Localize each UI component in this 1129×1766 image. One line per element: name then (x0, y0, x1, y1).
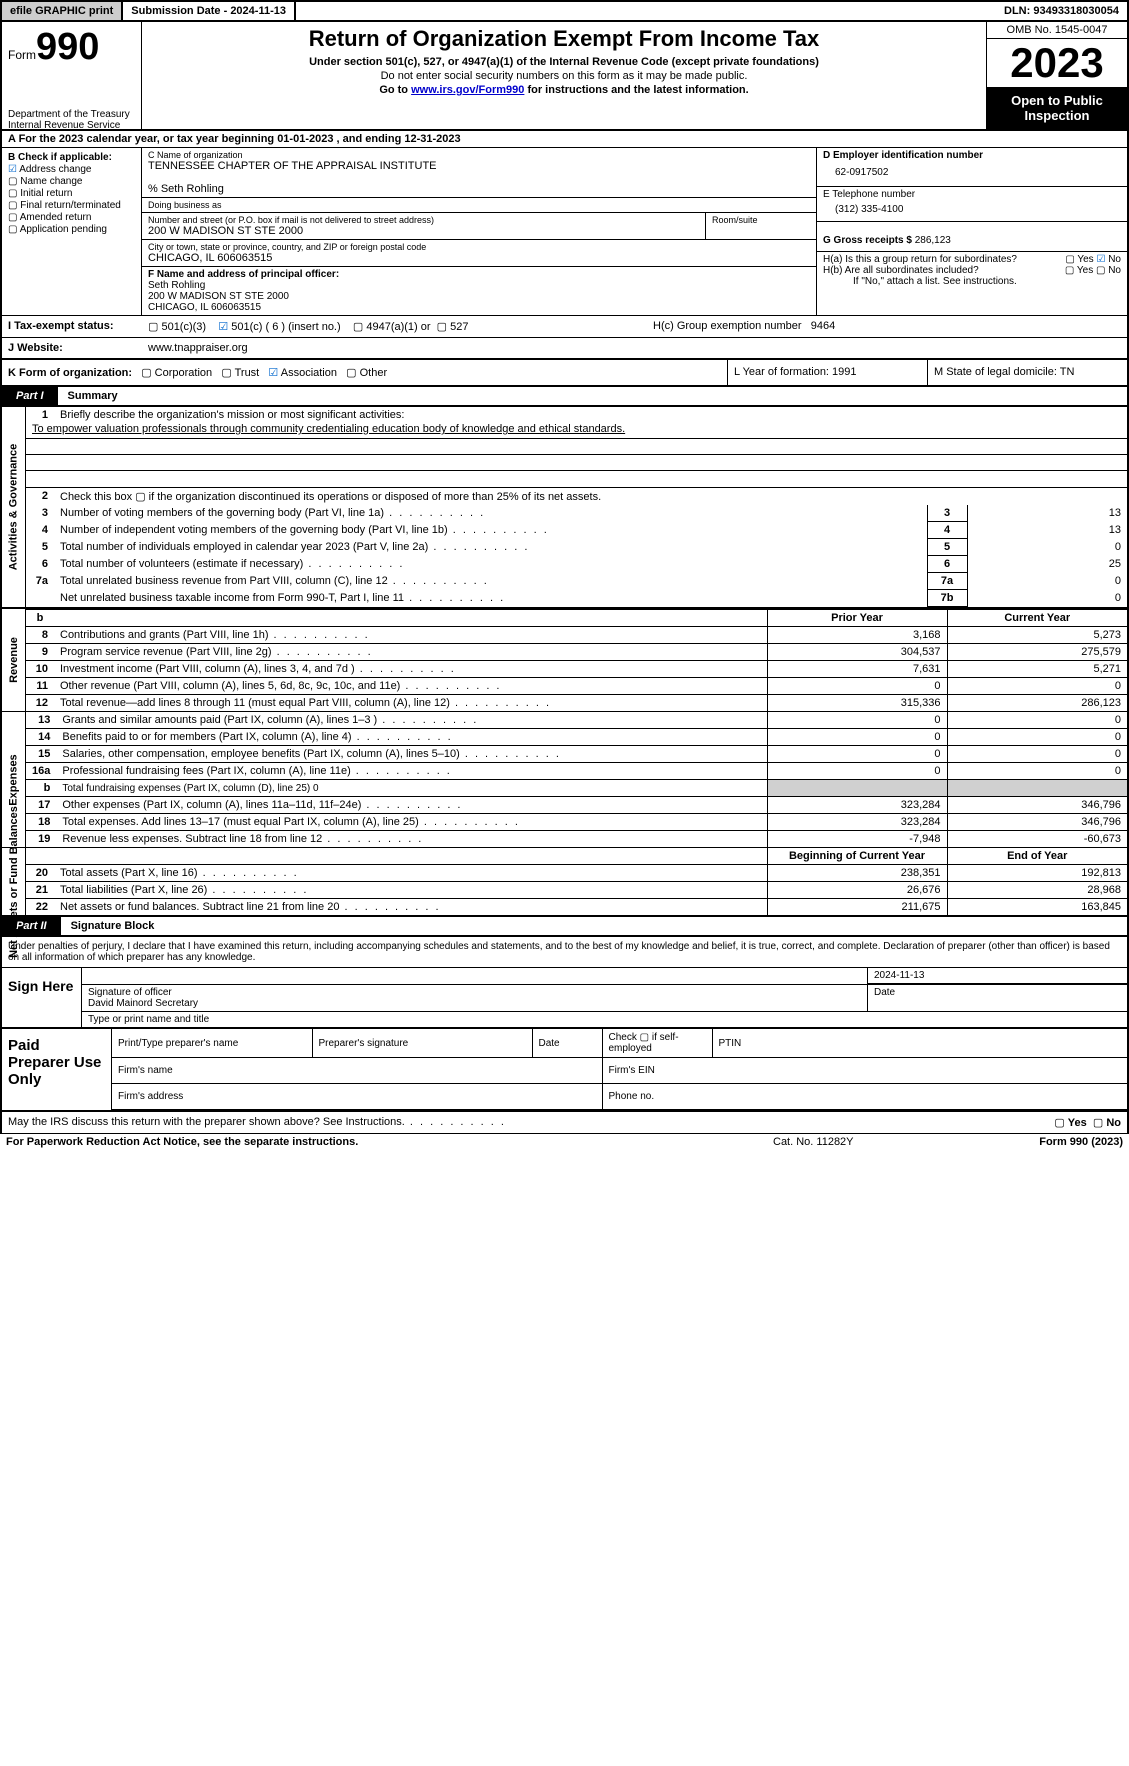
subtitle-1: Under section 501(c), 527, or 4947(a)(1)… (150, 56, 978, 68)
ha-no[interactable]: No (1096, 254, 1121, 265)
part-1-header: Part I Summary (0, 387, 1129, 407)
revenue-section: Revenue bPrior YearCurrent Year 8Contrib… (0, 609, 1129, 712)
form-number: Form990 (8, 26, 135, 69)
val-6: 25 (967, 556, 1127, 573)
efile-print-button[interactable]: efile GRAPHIC print (2, 2, 123, 20)
chk-address-change[interactable]: Address change (8, 164, 135, 175)
identification-box: B Check if applicable: Address change Na… (0, 148, 1129, 316)
chk-4947[interactable] (353, 321, 366, 333)
chk-other[interactable] (346, 367, 359, 379)
officer-signature: David Mainord Secretary (88, 998, 198, 1009)
open-inspection: Open to Public Inspection (987, 87, 1127, 129)
row-k-form-org: K Form of organization: Corporation Trus… (0, 360, 1129, 387)
row-a-tax-year: A For the 2023 calendar year, or tax yea… (0, 131, 1129, 148)
governance-section: Activities & Governance 1Briefly describ… (0, 407, 1129, 609)
chk-final-return[interactable]: Final return/terminated (8, 200, 135, 211)
officer-name: Seth Rohling (148, 280, 810, 291)
expenses-section: Expenses 13Grants and similar amounts pa… (0, 712, 1129, 848)
discuss-no[interactable] (1093, 1117, 1106, 1129)
dept-treasury: Department of the Treasury (8, 109, 135, 120)
ha-yes[interactable]: Yes (1065, 254, 1096, 265)
state-domicile: M State of legal domicile: TN (927, 360, 1127, 385)
form-title: Return of Organization Exempt From Incom… (150, 26, 978, 52)
chk-name-change[interactable]: Name change (8, 176, 135, 187)
chk-501c3[interactable] (148, 321, 161, 333)
telephone: (312) 335-4100 (823, 200, 1121, 219)
discuss-yes[interactable] (1054, 1117, 1067, 1129)
irs-link[interactable]: www.irs.gov/Form990 (411, 84, 524, 96)
irs-discuss-row: May the IRS discuss this return with the… (0, 1112, 1129, 1134)
chk-application-pending[interactable]: Application pending (8, 224, 135, 235)
subtitle-2: Do not enter social security numbers on … (150, 70, 978, 82)
val-4: 13 (967, 522, 1127, 539)
val-7b: 0 (967, 590, 1127, 607)
row-j-website: J Website: www.tnappraiser.org (0, 338, 1129, 360)
sign-here-block: Sign Here 2024-11-13 Signature of office… (0, 968, 1129, 1029)
mission-text: To empower valuation professionals throu… (26, 423, 1127, 439)
chk-trust[interactable] (221, 367, 234, 379)
irs-label: Internal Revenue Service (8, 120, 120, 131)
col-c-org-info: C Name of organizationTENNESSEE CHAPTER … (142, 148, 817, 315)
paid-preparer-block: Paid Preparer Use Only Print/Type prepar… (0, 1029, 1129, 1112)
val-7a: 0 (967, 573, 1127, 590)
chk-initial-return[interactable]: Initial return (8, 188, 135, 199)
top-toolbar: efile GRAPHIC print Submission Date - 20… (0, 0, 1129, 22)
chk-association[interactable] (268, 367, 280, 379)
net-assets-section: Net Assets or Fund Balances Beginning of… (0, 848, 1129, 917)
dln-number: DLN: 93493318030054 (996, 2, 1127, 20)
gross-receipts: 286,123 (915, 235, 951, 246)
col-d-ein: D Employer identification number62-09175… (817, 148, 1127, 315)
footer: For Paperwork Reduction Act Notice, see … (0, 1134, 1129, 1150)
val-3: 13 (967, 505, 1127, 522)
subtitle-3: Go to www.irs.gov/Form990 for instructio… (150, 84, 978, 96)
group-exemption: 9464 (811, 320, 835, 332)
part-2-header: Part II Signature Block (0, 917, 1129, 937)
hb-no[interactable]: No (1096, 265, 1121, 276)
col-b-checkboxes: B Check if applicable: Address change Na… (2, 148, 142, 315)
chk-527[interactable] (437, 321, 450, 333)
chk-amended-return[interactable]: Amended return (8, 212, 135, 223)
row-i-tax-status: I Tax-exempt status: 501(c)(3) 501(c) ( … (0, 316, 1129, 338)
org-address: 200 W MADISON ST STE 2000 (148, 225, 699, 237)
ein-value: 62-0917502 (823, 161, 1121, 184)
sign-date: 2024-11-13 (867, 968, 1127, 984)
submission-date: Submission Date - 2024-11-13 (123, 2, 296, 20)
org-name: TENNESSEE CHAPTER OF THE APPRAISAL INSTI… (148, 160, 810, 172)
website-url: www.tnappraiser.org (142, 338, 1127, 358)
chk-corporation[interactable] (141, 367, 154, 379)
year-formation: L Year of formation: 1991 (727, 360, 927, 385)
hb-yes[interactable]: Yes (1065, 265, 1096, 276)
chk-501c[interactable] (218, 321, 231, 333)
tax-year: 2023 (987, 39, 1127, 87)
org-city: CHICAGO, IL 606063515 (148, 252, 810, 264)
declaration-text: Under penalties of perjury, I declare th… (0, 937, 1129, 968)
form-header: Form990 Department of the Treasury Inter… (0, 22, 1129, 131)
val-5: 0 (967, 539, 1127, 556)
omb-number: OMB No. 1545-0047 (987, 22, 1127, 39)
